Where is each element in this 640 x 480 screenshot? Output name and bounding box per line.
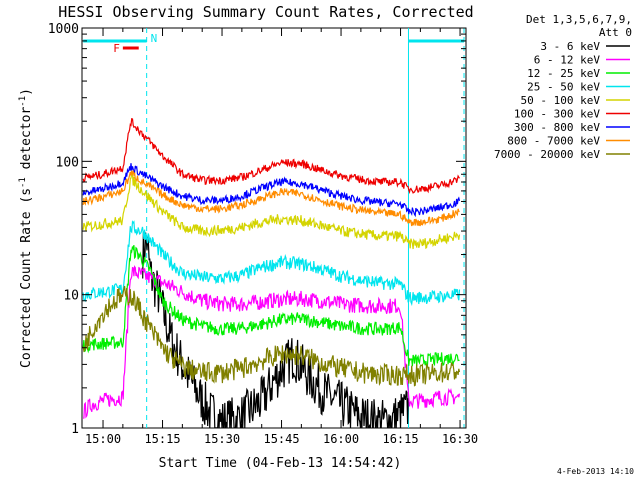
legend-label: 100 - 300 keV [514,108,600,121]
flare-label: F [113,42,120,55]
series-layer [82,118,461,429]
x-tick-label: 15:00 [85,432,121,446]
y-axis-label-main: Corrected Count Rate (s [19,188,34,368]
y-axis-label-end: ) [19,88,34,96]
y-axis-label-sup2: -1 [18,96,28,107]
series-line [82,163,461,218]
legend-label: 800 - 7000 keV [507,135,600,148]
legend-label: 25 - 50 keV [527,81,600,94]
x-tick-label: 15:30 [204,432,240,446]
legend-label: 12 - 25 keV [527,67,600,80]
legend-label: 6 - 12 keV [534,54,601,67]
x-tick-label: 16:00 [323,432,359,446]
y-axis-label-sup1: -1 [18,177,28,188]
legend-label: 3 - 6 keV [540,40,600,53]
y-tick-label: 10 [63,289,79,304]
y-tick-label: 100 [56,155,79,170]
y-axis-label-mid: detector [19,107,34,178]
legend-label: 300 - 800 keV [514,121,600,134]
series-line [82,285,461,387]
series-line [82,173,461,250]
x-axis-label: Start Time (04-Feb-13 14:54:42) [159,456,402,471]
series-line [82,169,460,227]
legend-label: 7000 - 20000 keV [494,148,600,161]
plot-frame [81,27,467,429]
x-tick-label: 16:15 [382,432,418,446]
chart-title: HESSI Observing Summary Count Rates, Cor… [58,3,473,21]
y-axis-label: Corrected Count Rate (s-1 detector-1) [18,88,34,368]
x-tick-label: 15:15 [144,432,180,446]
night-label: N [151,32,158,45]
series-line [83,264,461,419]
series-line [82,118,461,195]
x-tick-label: 15:45 [263,432,299,446]
y-tick-label: 1000 [48,22,79,37]
legend-header-1: Det 1,3,5,6,7,9, [526,13,632,26]
footer-timestamp: 4-Feb-2013 14:10 [557,467,634,476]
x-tick-label: 16:30 [442,432,478,446]
series-line [82,244,460,369]
legend-label: 50 - 100 keV [521,94,601,107]
series-line [82,220,461,307]
legend-header-2: Att 0 [599,26,632,39]
y-tick-label: 1 [71,422,79,437]
axis-layer: 15:00 15:15 15:30 15:45 16:00 16:15 16:30 1 10 10… [48,22,478,446]
